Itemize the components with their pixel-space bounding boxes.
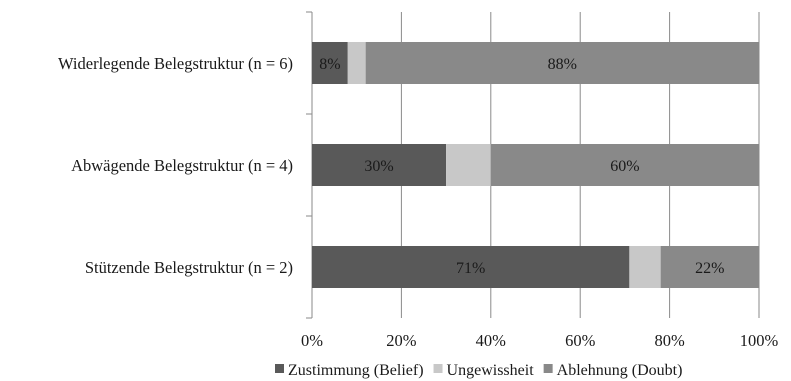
category-label: Abwägende Belegstruktur (n = 4): [71, 156, 293, 175]
legend: Zustimmung (Belief) Ungewissheit Ablehnung…: [275, 362, 682, 379]
bar-segment: [365, 42, 759, 84]
y-axis: [306, 11, 313, 319]
legend-label: Ungewissheit: [447, 362, 535, 379]
x-tick-label: 80%: [654, 331, 685, 350]
legend-swatch: [275, 364, 284, 373]
x-tick-label: 0%: [301, 331, 323, 350]
x-tick-label: 60%: [565, 331, 596, 350]
bar-segment: [312, 144, 447, 186]
category-label: Widerlegende Belegstruktur (n = 6): [58, 54, 293, 73]
bar-segment: [312, 42, 348, 84]
category-labels: Widerlegende Belegstruktur (n = 6) Abwäge…: [58, 54, 293, 277]
category-label: Stützende Belegstruktur (n = 2): [85, 258, 293, 277]
legend-swatch: [543, 364, 553, 373]
x-tick-label: 40%: [476, 331, 507, 350]
data-label: 22%: [695, 260, 724, 277]
bar-segment: [446, 144, 491, 186]
x-tick-label: 20%: [386, 331, 417, 350]
x-tick-label: 100%: [740, 331, 779, 350]
bars: 8% 88% 30% 60% 71% 22%: [312, 42, 759, 288]
data-label: 30%: [364, 158, 393, 175]
legend-label: Ablehnung (Doubt): [557, 362, 683, 379]
data-label: 88%: [548, 56, 577, 73]
bar-segment: [629, 246, 661, 288]
data-label: 71%: [456, 260, 485, 277]
bar-segment: [347, 42, 366, 84]
data-label: 60%: [610, 158, 639, 175]
bar-segment: [660, 246, 759, 288]
bar-segment: [490, 144, 759, 186]
legend-swatch: [433, 364, 443, 373]
data-label: 8%: [319, 56, 340, 73]
legend-label: Zustimmung (Belief): [288, 362, 424, 379]
x-tick-labels: 0% 20% 40% 60% 80% 100%: [301, 331, 779, 350]
bar-segment: [312, 246, 630, 288]
